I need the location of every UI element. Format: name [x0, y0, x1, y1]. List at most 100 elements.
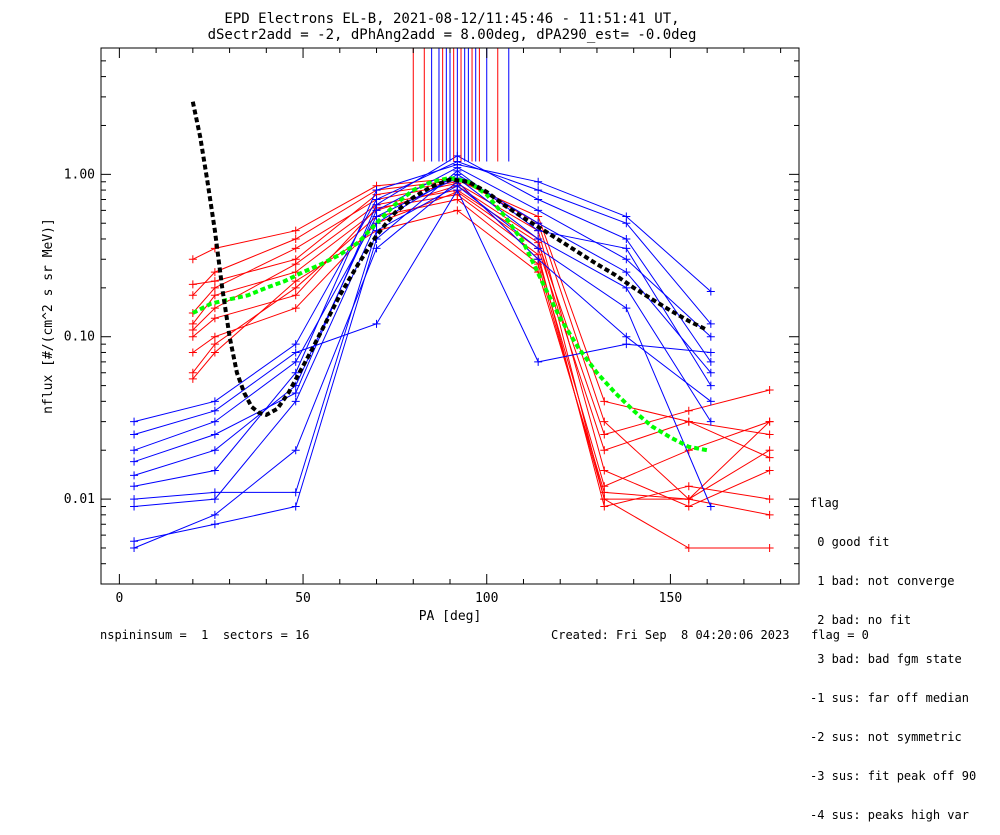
blue-series-point: [372, 186, 381, 195]
flag-legend: flag 0 good fit 1 bad: not converge 2 ba…: [810, 471, 976, 835]
legend-item: -1 sus: far off median: [810, 691, 969, 705]
red-series-point: [765, 510, 774, 519]
red-series-point: [765, 417, 774, 426]
blue-series-line-6: [134, 185, 712, 507]
blue-series-point: [706, 502, 715, 511]
x-tick-label: 0: [115, 591, 123, 606]
red-series-point: [765, 430, 774, 439]
red-series-point: [684, 543, 693, 552]
red-series-point: [188, 374, 197, 383]
red-series-point: [291, 260, 300, 269]
blue-series-point: [130, 537, 139, 546]
blue-series-point: [210, 430, 219, 439]
red-series-point: [210, 340, 219, 349]
red-series-point: [291, 304, 300, 313]
red-series-point: [291, 291, 300, 300]
blue-series-point: [130, 502, 139, 511]
chart-axes: 0 50 100 150 0.01 0.10 1.00: [64, 47, 799, 606]
black-fit-line: [190, 101, 709, 418]
y-tick-label: 1.00: [64, 167, 95, 182]
blue-series-point: [622, 283, 631, 292]
blue-series-point: [622, 304, 631, 313]
red-series-point: [600, 495, 609, 504]
red-series-point: [684, 406, 693, 415]
red-series-point: [210, 283, 219, 292]
red-series-point: [210, 268, 219, 277]
red-series-point: [291, 283, 300, 292]
blue-series-point: [210, 406, 219, 415]
blue-series-point: [706, 397, 715, 406]
red-series-point: [765, 466, 774, 475]
legend-item: 2 bad: no fit: [810, 613, 912, 627]
red-series-point: [210, 304, 219, 313]
blue-series-point: [372, 212, 381, 221]
blue-series-point: [534, 255, 543, 264]
red-series-point: [600, 488, 609, 497]
blue-series-point: [130, 430, 139, 439]
red-series-point: [291, 244, 300, 253]
blue-series-point: [706, 287, 715, 296]
red-series-point: [291, 226, 300, 235]
x-tick-label: 50: [295, 591, 311, 606]
chart-canvas: EPD Electrons EL-B, 2021-08-12/11:45:46 …: [41, 11, 800, 624]
red-series-point: [684, 495, 693, 504]
blue-series-point: [622, 332, 631, 341]
blue-series-point: [622, 244, 631, 253]
red-series-point: [765, 446, 774, 455]
blue-series-point: [622, 212, 631, 221]
legend-item: -4 sus: peaks high var: [810, 808, 969, 822]
red-series-point: [600, 466, 609, 475]
blue-series-point: [706, 357, 715, 366]
green-fit-line: [191, 175, 708, 453]
red-series-point: [188, 348, 197, 357]
x-tick-label: 100: [475, 591, 498, 606]
blue-series-point: [706, 332, 715, 341]
blue-series-point: [130, 446, 139, 455]
red-series-point: [210, 291, 219, 300]
y-tick-label: 0.01: [64, 492, 95, 507]
red-series-point: [188, 332, 197, 341]
red-series-point: [765, 385, 774, 394]
blue-series-point: [622, 340, 631, 349]
blue-series-point: [372, 200, 381, 209]
blue-series-point: [130, 471, 139, 480]
footer-right: Created: Fri Sep 8 04:20:06 2023 flag = …: [551, 628, 869, 642]
blue-series-point: [622, 234, 631, 243]
blue-series-point: [291, 357, 300, 366]
blue-series-point: [534, 234, 543, 243]
red-series-line-6: [192, 189, 770, 436]
blue-series-point: [706, 319, 715, 328]
red-series-point: [600, 446, 609, 455]
red-series-point: [188, 291, 197, 300]
red-series-point: [291, 234, 300, 243]
blue-series-line-7: [133, 189, 711, 435]
red-series-point: [291, 277, 300, 286]
blue-series-point: [534, 186, 543, 195]
y-axis-label: nflux [#/(cm^2 s sr MeV)]: [41, 218, 56, 414]
red-series-line-7: [192, 209, 770, 500]
chart-marks: [130, 48, 774, 552]
blue-series-point: [210, 466, 219, 475]
blue-series-point: [130, 543, 139, 552]
blue-series-point: [291, 502, 300, 511]
blue-series-point: [534, 357, 543, 366]
blue-series-line-2: [134, 173, 712, 507]
y-tick-label: 0.10: [64, 330, 95, 345]
blue-series-point: [706, 348, 715, 357]
blue-series-point: [622, 219, 631, 228]
red-series-point: [210, 348, 219, 357]
blue-series-point: [453, 186, 462, 195]
legend-item: -3 sus: fit peak off 90: [810, 769, 977, 783]
red-series-point: [188, 326, 197, 335]
legend-title: flag: [810, 496, 839, 510]
red-series-point: [210, 277, 219, 286]
blue-series-point: [210, 510, 219, 519]
red-series-point: [684, 482, 693, 491]
blue-series-point: [706, 381, 715, 390]
legend-item: 0 good fit: [810, 535, 890, 549]
chart-title-line2: dSectr2add = -2, dPhAng2add = 8.00deg, d…: [208, 27, 697, 43]
red-series-point: [600, 502, 609, 511]
blue-series-point: [534, 206, 543, 215]
blue-series-point: [622, 268, 631, 277]
blue-series-point: [453, 166, 462, 175]
